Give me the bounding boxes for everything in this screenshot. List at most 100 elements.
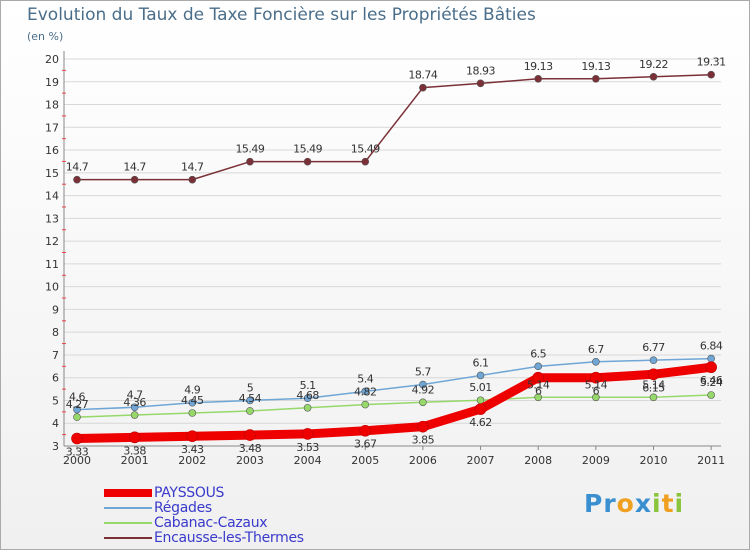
- x-tick-label-2002: 2002: [178, 454, 206, 467]
- data-point-cabanac-cazaux-2010: [649, 393, 658, 402]
- data-point-regades-2001: [130, 403, 139, 412]
- data-label-regades-2006: 5.7: [415, 366, 431, 379]
- data-point-payssous-2011: [705, 361, 717, 374]
- data-point-regades-2010: [649, 356, 658, 364]
- legend-label-cabanac-cazaux: Cabanac-Cazaux: [154, 515, 268, 531]
- data-label-payssous-2009: 6: [593, 385, 600, 398]
- line-chart: 3 4 5 6 7 8 9 10 11 12 13 14 15 16 17 18 19 20 2000 2001 200…: [45, 51, 726, 467]
- data-label-cabanac-cazaux-2006: 4.92: [412, 383, 435, 396]
- data-label-encausse-les-thermes-2008: 19.13: [524, 60, 553, 73]
- data-point-regades-2003: [246, 396, 254, 405]
- data-point-payssous-2008: [532, 371, 545, 384]
- data-label-regades-2009: 6.7: [588, 343, 604, 356]
- x-tick-label-2011: 2011: [697, 454, 725, 467]
- data-label-cabanac-cazaux-2002: 4.45: [181, 394, 204, 407]
- data-label-payssous-2007: 4.62: [469, 416, 492, 429]
- data-point-encausse-les-thermes-2005: [361, 157, 370, 166]
- data-point-payssous-2002: [186, 430, 199, 443]
- y-tick-label-11: 11: [45, 258, 59, 271]
- data-label-regades-2008: 6.5: [530, 347, 546, 360]
- data-label-encausse-les-thermes-2009: 19.13: [581, 60, 610, 73]
- data-point-cabanac-cazaux-2006: [419, 398, 427, 407]
- x-tick-label-2004: 2004: [294, 454, 322, 467]
- data-point-payssous-2004: [301, 428, 314, 440]
- y-tick-label-9: 9: [52, 303, 59, 316]
- y-tick-label-19: 19: [45, 76, 59, 89]
- data-point-cabanac-cazaux-2002: [188, 409, 197, 417]
- data-point-payssous-2009: [590, 371, 602, 384]
- chart-title: Evolution du Taux de Taxe Foncière sur l…: [27, 5, 536, 25]
- y-tick-label-14: 14: [45, 190, 59, 203]
- data-point-regades-2005: [361, 387, 370, 396]
- data-label-payssous-2010: 6.15: [642, 381, 665, 394]
- chart-unit: (en %): [27, 30, 64, 43]
- legend-label-encausse-les-thermes: Encausse-les-Thermes: [154, 530, 304, 546]
- data-label-regades-2001: 4.7: [127, 388, 143, 401]
- x-tick-label-2001: 2001: [121, 454, 149, 467]
- data-point-cabanac-cazaux-2011: [707, 391, 715, 399]
- y-tick-label-7: 7: [52, 349, 59, 362]
- y-tick-label-3: 3: [52, 440, 59, 453]
- data-point-encausse-les-thermes-2001: [130, 175, 139, 184]
- data-label-encausse-les-thermes-2000: 14.7: [66, 161, 89, 174]
- data-point-regades-2000: [73, 405, 81, 414]
- data-label-payssous-2004: 3.53: [296, 441, 319, 454]
- data-label-encausse-les-thermes-2003: 15.49: [235, 143, 264, 156]
- data-point-regades-2007: [476, 371, 485, 380]
- data-label-payssous-2008: 6: [535, 385, 542, 398]
- data-label-encausse-les-thermes-2002: 14.7: [181, 161, 204, 174]
- y-tick-label-12: 12: [45, 235, 59, 248]
- data-point-cabanac-cazaux-2005: [361, 400, 370, 409]
- x-tick-label-2008: 2008: [524, 454, 552, 467]
- data-label-payssous-2005: 3.67: [354, 438, 377, 451]
- series-line-encausse-les-thermes: [76, 73, 712, 181]
- legend-label-payssous: PAYSSOUS: [154, 485, 225, 501]
- data-label-cabanac-cazaux-2005: 4.82: [354, 386, 377, 399]
- y-tick-label-13: 13: [45, 212, 59, 225]
- x-tick-label-2009: 2009: [582, 454, 610, 467]
- data-point-payssous-2010: [647, 368, 660, 381]
- data-point-encausse-les-thermes-2003: [246, 157, 254, 166]
- data-label-regades-2010: 6.77: [642, 341, 665, 354]
- y-tick-label-17: 17: [45, 121, 59, 134]
- data-point-cabanac-cazaux-2000: [73, 413, 81, 421]
- data-point-encausse-les-thermes-2006: [419, 83, 427, 92]
- y-tick-label-5: 5: [52, 394, 59, 407]
- y-tick-label-4: 4: [52, 417, 59, 430]
- data-label-regades-2005: 5.4: [357, 372, 373, 385]
- data-point-regades-2004: [303, 394, 312, 402]
- x-tick-label-2010: 2010: [640, 454, 668, 467]
- data-point-encausse-les-thermes-2010: [649, 72, 658, 81]
- data-label-payssous-2006: 3.85: [412, 434, 435, 447]
- x-tick-label-2005: 2005: [351, 454, 379, 467]
- data-point-cabanac-cazaux-2004: [303, 403, 312, 412]
- x-tick-label-2007: 2007: [467, 454, 495, 467]
- data-label-cabanac-cazaux-2011: 5.24: [700, 376, 723, 389]
- data-point-regades-2006: [419, 380, 427, 389]
- data-label-cabanac-cazaux-2008: 5.14: [527, 378, 550, 391]
- series-line-cabanac-cazaux: [76, 394, 712, 418]
- data-label-regades-2004: 5.1: [300, 379, 316, 392]
- y-tick-label-6: 6: [52, 372, 59, 385]
- y-tick-label-20: 20: [45, 53, 59, 66]
- data-label-payssous-2000: 3.33: [66, 445, 89, 458]
- data-point-encausse-les-thermes-2011: [707, 70, 715, 79]
- data-label-encausse-les-thermes-2011: 19.31: [697, 56, 726, 69]
- data-point-payssous-2007: [474, 403, 487, 415]
- data-point-payssous-2005: [359, 424, 372, 437]
- data-point-encausse-les-thermes-2009: [592, 75, 600, 83]
- data-label-regades-2007: 6.1: [473, 356, 489, 369]
- data-label-encausse-les-thermes-2006: 18.74: [408, 69, 437, 82]
- data-label-regades-2002: 4.9: [184, 384, 200, 397]
- data-label-cabanac-cazaux-2010: 5.14: [642, 378, 665, 391]
- data-point-cabanac-cazaux-2008: [534, 393, 543, 402]
- data-point-regades-2002: [188, 398, 197, 407]
- data-label-encausse-les-thermes-2005: 15.49: [351, 143, 380, 156]
- x-tick-label-2003: 2003: [236, 454, 264, 467]
- data-point-encausse-les-thermes-2008: [534, 75, 543, 83]
- data-label-regades-2003: 5: [247, 381, 254, 394]
- data-label-cabanac-cazaux-2009: 5.14: [585, 378, 608, 391]
- y-tick-label-18: 18: [45, 99, 59, 112]
- data-point-cabanac-cazaux-2003: [246, 407, 254, 415]
- data-label-encausse-les-thermes-2007: 18.93: [466, 64, 495, 77]
